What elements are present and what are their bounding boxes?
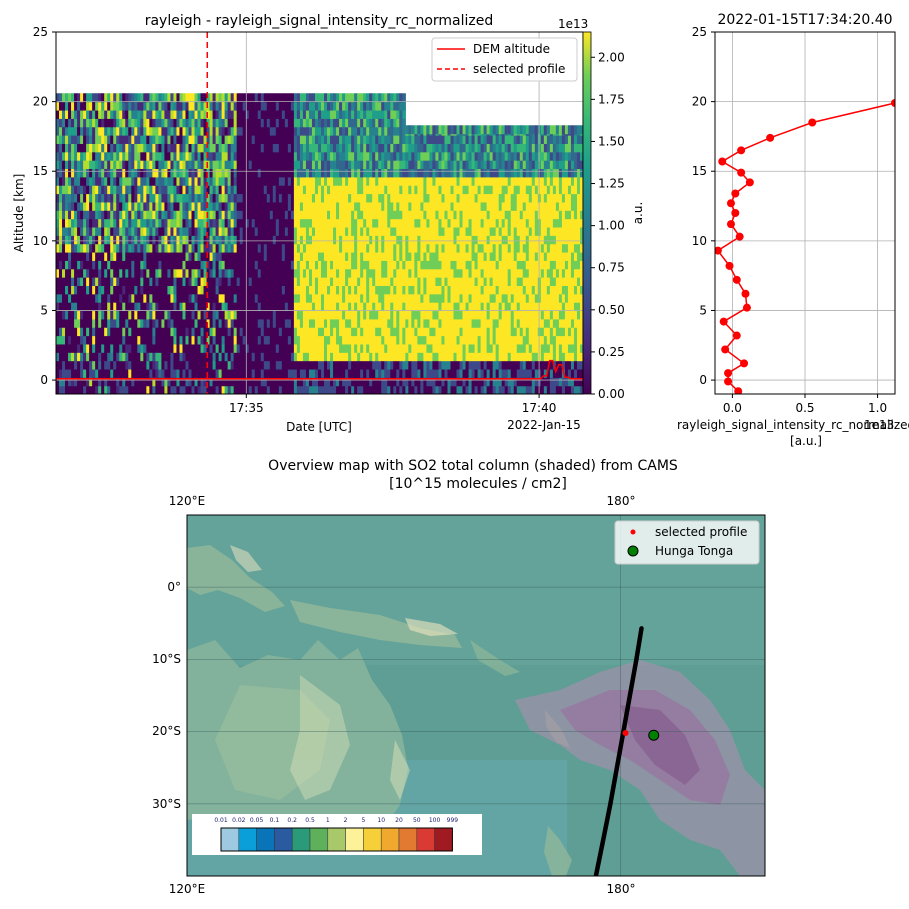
curtain-panel: rayleigh - rayleigh_signal_intensity_rc_…	[12, 13, 645, 434]
curtain-heatmap-cells	[56, 93, 584, 394]
heatmap-cell	[402, 93, 406, 102]
curtain-plot-area	[56, 32, 584, 395]
heatmap-cell	[402, 110, 406, 119]
curtain-title: rayleigh - rayleigh_signal_intensity_rc_…	[145, 13, 494, 29]
heatmap-cell	[402, 102, 406, 111]
